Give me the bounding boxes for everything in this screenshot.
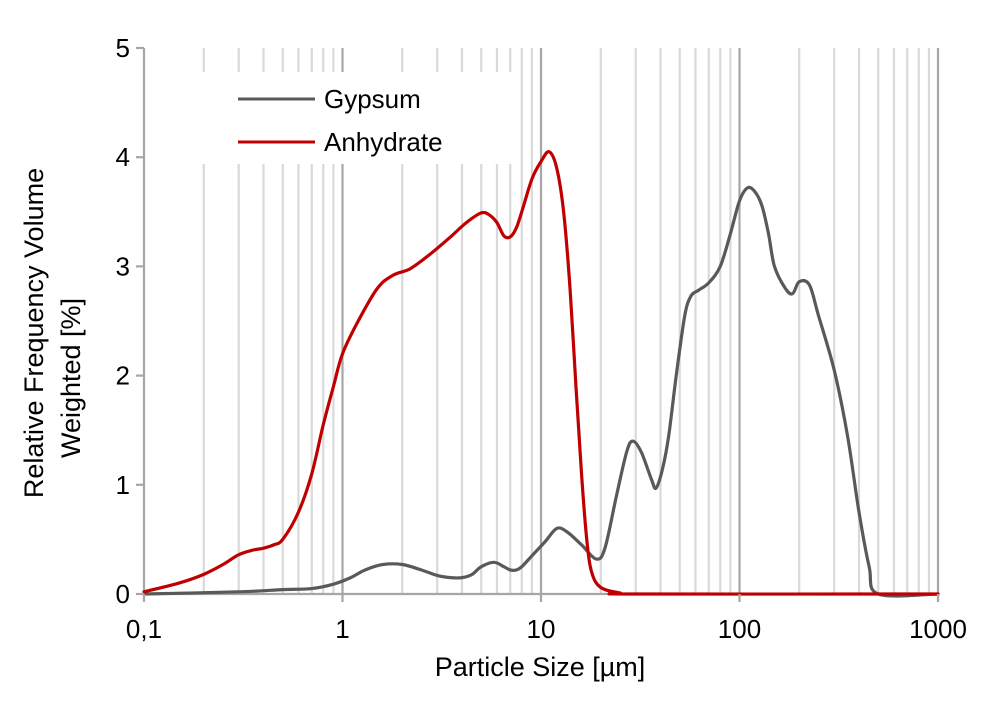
series-line-anhydrate <box>142 150 940 596</box>
y-axis-title: Relative Frequency Volume <box>19 168 49 498</box>
x-tick-label: 1 <box>335 614 349 644</box>
y-axis-title-line-2: Weighted [%] <box>56 298 86 458</box>
y-tick-label: 2 <box>116 361 130 391</box>
y-tick-label: 5 <box>116 33 130 63</box>
x-tick-label: 100 <box>718 614 761 644</box>
series-lines <box>142 150 940 598</box>
legend-label-gypsum: Gypsum <box>324 84 421 114</box>
y-tick-label: 3 <box>116 251 130 281</box>
legend-background <box>200 72 518 164</box>
legend: Gypsum Anhydrate <box>200 72 518 164</box>
x-tick-label: 0,1 <box>126 614 162 644</box>
y-tick-label: 1 <box>116 470 130 500</box>
y-tick-label: 4 <box>116 142 130 172</box>
x-tick-label: 1000 <box>909 614 967 644</box>
y-tick-labels: 0 1 2 3 4 5 <box>116 33 144 609</box>
x-tick-label: 10 <box>527 614 556 644</box>
series-line-gypsum <box>142 185 940 598</box>
x-axis-title: Particle Size [µm] <box>435 652 646 682</box>
legend-label-anhydrate: Anhydrate <box>324 127 443 157</box>
y-tick-label: 0 <box>116 579 130 609</box>
x-tick-labels: 0,1 1 10 100 1000 <box>126 594 967 644</box>
